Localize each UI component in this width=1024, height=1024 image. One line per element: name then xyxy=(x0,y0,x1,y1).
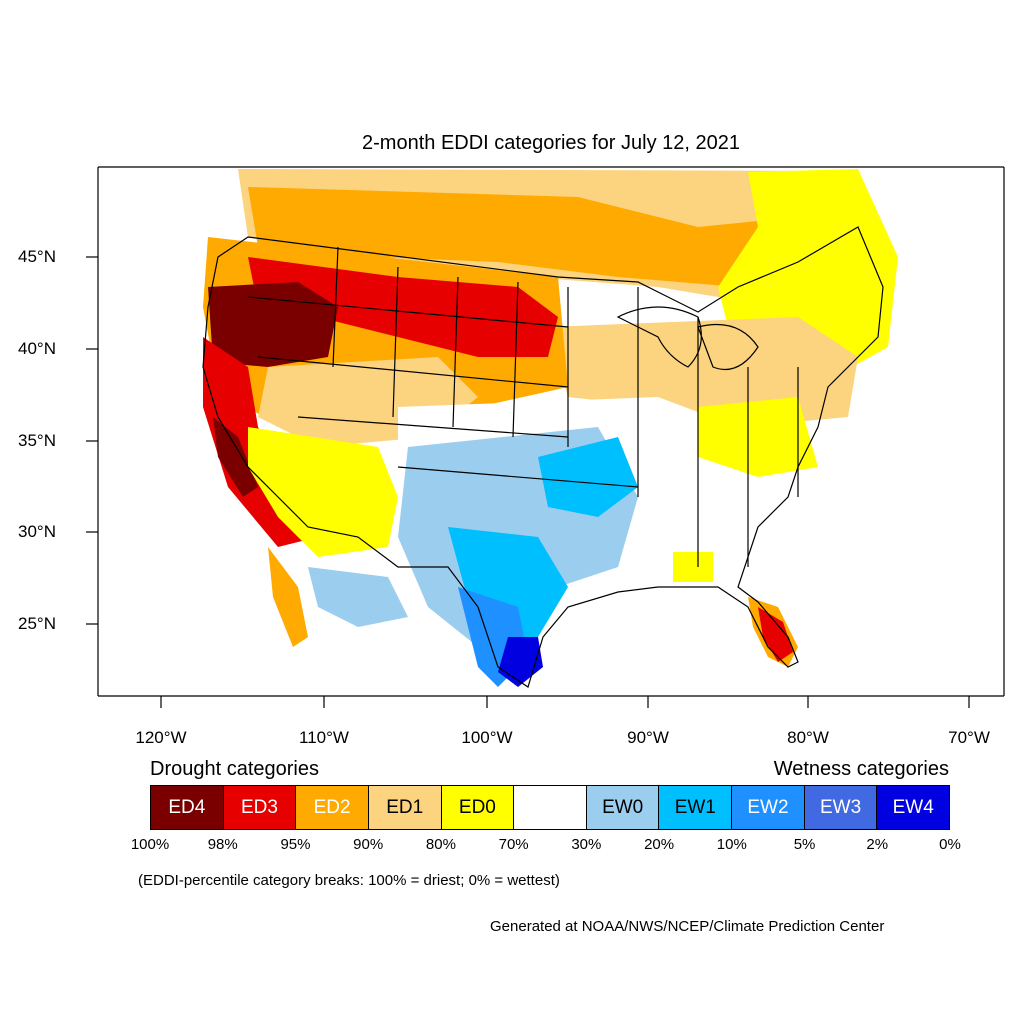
us-outline xyxy=(202,226,884,688)
percentile-label: 10% xyxy=(716,836,747,853)
region-pnw-darkred xyxy=(208,282,338,367)
percentile-label: 100% xyxy=(130,836,170,853)
region-ozarks-ew1 xyxy=(538,437,638,517)
legend-swatch: ED0 xyxy=(441,786,515,829)
lat-ticks xyxy=(86,256,98,625)
region-mexico-ew0 xyxy=(308,567,408,627)
region-north-orange xyxy=(248,187,818,287)
legend-swatch: ED2 xyxy=(296,786,369,829)
legend-swatch: ED3 xyxy=(223,786,297,829)
legend-colorbar: ED4 ED3 ED2 ED1 ED0 EW0 EW1 EW2 EW3 EW4 xyxy=(150,785,950,830)
legend-swatch: EW4 xyxy=(877,786,950,829)
percentile-label: 0% xyxy=(939,836,961,853)
eddi-map xyxy=(86,166,1005,708)
category-note: (EDDI-percentile category breaks: 100% =… xyxy=(138,872,560,889)
lon-label: 90°W xyxy=(627,728,669,747)
lon-label: 120°W xyxy=(135,728,187,747)
state-line-1 xyxy=(332,246,569,447)
lon-label: 80°W xyxy=(787,728,829,747)
region-california-darkred xyxy=(213,417,258,497)
wetness-heading: Wetness categories xyxy=(773,758,949,780)
legend-swatch: EW1 xyxy=(659,786,733,829)
percentile-label: 2% xyxy=(866,836,889,853)
percentile-label: 90% xyxy=(353,836,384,853)
drought-heading: Drought categories xyxy=(150,758,319,780)
region-northern-red xyxy=(248,257,558,357)
percentile-label: 30% xyxy=(571,836,602,853)
legend-swatch: EW0 xyxy=(586,786,660,829)
lon-label: 110°W xyxy=(299,728,349,747)
percentile-label: 5% xyxy=(793,836,816,853)
percentile-label: 95% xyxy=(280,836,311,853)
lon-label: 100°W xyxy=(461,728,513,747)
lat-label: 25°N xyxy=(18,614,56,633)
lat-label: 30°N xyxy=(18,522,56,541)
credit-line: Generated at NOAA/NWS/NCEP/Climate Predi… xyxy=(490,918,885,935)
region-southeast-yellow xyxy=(698,397,818,477)
region-baja-orange xyxy=(268,547,308,647)
lon-ticks xyxy=(160,696,970,708)
lat-label: 35°N xyxy=(18,431,56,450)
region-florida-red xyxy=(758,607,793,662)
legend-swatch: EW2 xyxy=(732,786,805,829)
state-line-2 xyxy=(247,296,639,488)
region-gulf-yellow xyxy=(673,552,713,582)
percentile-label: 98% xyxy=(207,836,238,853)
legend-swatch: ED1 xyxy=(368,786,442,829)
legend-swatch xyxy=(514,786,587,829)
lat-label: 40°N xyxy=(18,339,56,358)
region-southwest-yellow xyxy=(248,427,398,557)
percentile-label: 20% xyxy=(644,836,675,853)
percentile-label: 80% xyxy=(425,836,456,853)
lon-label: 70°W xyxy=(948,728,990,747)
map-title: 2-month EDDI categories for July 12, 202… xyxy=(362,132,740,154)
percentile-label: 70% xyxy=(498,836,529,853)
legend-swatch: EW3 xyxy=(804,786,878,829)
lat-label: 45°N xyxy=(18,247,56,266)
great-lakes xyxy=(616,306,759,371)
state-line-3 xyxy=(637,287,799,567)
legend-swatch: ED4 xyxy=(151,786,224,829)
